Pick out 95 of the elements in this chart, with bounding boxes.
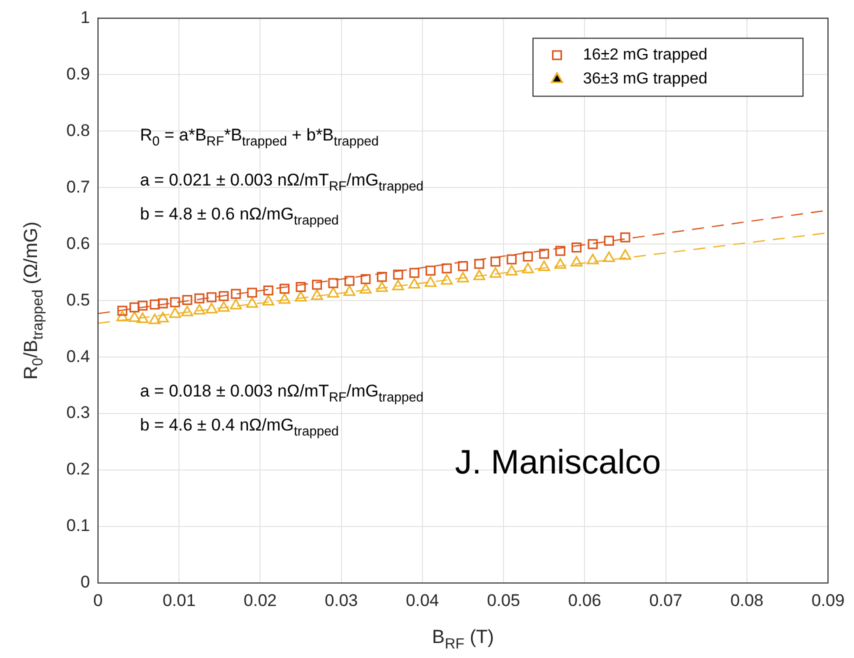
point xyxy=(392,280,404,290)
point xyxy=(522,252,533,262)
point xyxy=(170,297,180,308)
point xyxy=(182,295,192,306)
legend-label: 16±2 mG trapped xyxy=(583,46,708,64)
point xyxy=(206,302,218,314)
y-tick-label: 0.7 xyxy=(66,177,90,196)
y-tick-label: 0.3 xyxy=(66,403,90,422)
point xyxy=(603,251,615,262)
point xyxy=(278,293,290,304)
point xyxy=(424,276,436,287)
point xyxy=(572,242,582,252)
annotation: J. Maniscalco xyxy=(455,443,661,482)
x-tick-label: 0.01 xyxy=(162,590,196,610)
point xyxy=(218,301,230,312)
point xyxy=(294,291,307,302)
point xyxy=(442,263,452,274)
point xyxy=(538,260,550,272)
point xyxy=(426,266,436,276)
point xyxy=(458,261,468,272)
y-axis-title: R0/Btrapped (Ω/mG) xyxy=(21,222,47,380)
x-tick-label: 0.08 xyxy=(730,590,764,610)
point xyxy=(539,248,550,259)
point xyxy=(169,307,181,318)
point xyxy=(344,276,354,286)
point xyxy=(117,306,128,316)
point xyxy=(473,270,486,280)
point xyxy=(130,302,140,312)
y-tick-label: 0.4 xyxy=(66,346,90,366)
point xyxy=(312,280,322,290)
point xyxy=(181,306,194,316)
y-tick-label: 0.5 xyxy=(66,290,90,310)
point xyxy=(604,236,614,246)
point xyxy=(150,300,160,310)
point xyxy=(230,298,242,310)
point xyxy=(230,288,241,299)
point xyxy=(490,256,500,267)
x-tick-label: 0.04 xyxy=(406,590,439,610)
y-tick-label: 0.2 xyxy=(66,460,90,479)
point xyxy=(554,258,566,269)
point xyxy=(360,274,371,284)
x-tick-label: 0 xyxy=(93,590,103,610)
point xyxy=(490,267,502,278)
point xyxy=(570,256,582,267)
point xyxy=(457,272,469,282)
point xyxy=(156,312,169,322)
point xyxy=(206,292,217,302)
point xyxy=(376,281,388,292)
legend-label: 36±3 mG trapped xyxy=(583,70,708,88)
point xyxy=(619,249,632,260)
y-tick-label: 0.1 xyxy=(66,516,90,536)
point xyxy=(128,311,140,322)
point xyxy=(344,285,356,296)
x-tick-label: 0.02 xyxy=(244,590,277,610)
point xyxy=(280,284,290,294)
point xyxy=(586,254,599,264)
x-tick-label: 0.09 xyxy=(811,590,845,610)
point xyxy=(136,312,149,323)
y-tick-label: 0.9 xyxy=(66,64,90,84)
point xyxy=(311,289,323,300)
point xyxy=(393,270,404,280)
y-tick-label: 0 xyxy=(80,572,90,592)
point xyxy=(474,258,484,269)
point xyxy=(555,246,566,256)
point xyxy=(158,298,168,308)
y-tick-label: 0.8 xyxy=(66,120,90,140)
point xyxy=(193,304,206,315)
point xyxy=(409,268,420,278)
point xyxy=(408,278,420,289)
point xyxy=(506,254,517,264)
point xyxy=(328,278,338,288)
point xyxy=(262,294,274,306)
point xyxy=(194,293,204,304)
x-tick-label: 0.07 xyxy=(649,590,682,610)
point xyxy=(263,285,274,296)
point xyxy=(588,239,598,250)
point xyxy=(116,310,128,322)
y-tick-label: 1 xyxy=(80,8,90,27)
x-tick-label: 0.05 xyxy=(487,590,520,610)
point xyxy=(138,300,148,311)
point xyxy=(246,297,258,308)
point xyxy=(522,262,534,274)
point xyxy=(247,288,258,298)
point xyxy=(327,287,340,298)
point xyxy=(620,232,630,242)
point xyxy=(506,265,518,276)
point xyxy=(296,282,306,292)
point xyxy=(376,272,387,282)
x-tick-label: 0.06 xyxy=(568,590,602,610)
x-tick-label: 0.03 xyxy=(324,590,358,610)
point xyxy=(148,314,161,324)
y-tick-label: 0.6 xyxy=(66,234,90,253)
point xyxy=(360,283,372,294)
point xyxy=(440,274,453,285)
point xyxy=(218,291,229,302)
